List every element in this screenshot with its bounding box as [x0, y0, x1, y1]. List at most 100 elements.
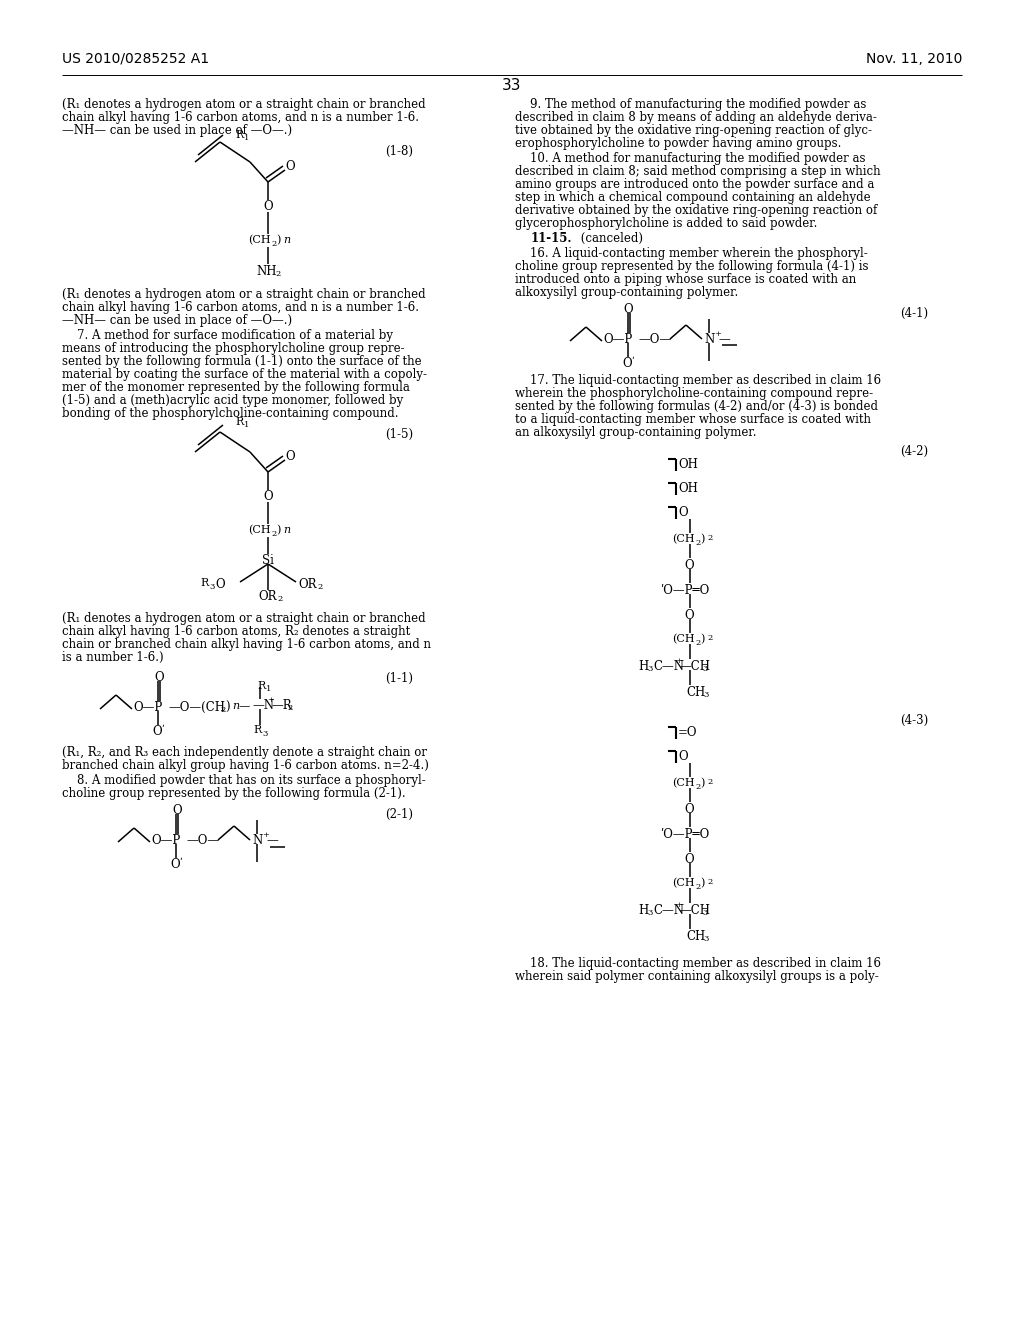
Text: wherein the phosphorylcholine-containing compound repre-: wherein the phosphorylcholine-containing… — [515, 387, 873, 400]
Text: 17. The liquid-contacting member as described in claim 16: 17. The liquid-contacting member as desc… — [515, 374, 881, 387]
Text: 3: 3 — [262, 730, 267, 738]
Text: O: O — [152, 725, 162, 738]
Text: means of introducing the phosphorylcholine group repre-: means of introducing the phosphorylcholi… — [62, 342, 404, 355]
Text: OH: OH — [678, 458, 698, 471]
Text: +: + — [267, 696, 273, 704]
Text: step in which a chemical compound containing an aldehyde: step in which a chemical compound contai… — [515, 191, 870, 205]
Text: 2: 2 — [317, 583, 323, 591]
Text: (R₁ denotes a hydrogen atom or a straight chain or branched: (R₁ denotes a hydrogen atom or a straigh… — [62, 612, 426, 624]
Text: 2: 2 — [695, 783, 700, 791]
Text: O: O — [215, 578, 224, 591]
Text: CH: CH — [686, 686, 706, 700]
Text: O: O — [263, 490, 272, 503]
Text: C—N: C—N — [653, 660, 684, 673]
Text: alkoxysilyl group-containing polymer.: alkoxysilyl group-containing polymer. — [515, 286, 738, 300]
Text: OH: OH — [678, 482, 698, 495]
Text: NH: NH — [256, 265, 276, 279]
Text: Nov. 11, 2010: Nov. 11, 2010 — [865, 51, 962, 66]
Text: 2: 2 — [707, 634, 713, 642]
Text: O—P: O—P — [603, 333, 632, 346]
Text: —NH— can be used in place of —O—.): —NH— can be used in place of —O—.) — [62, 124, 292, 137]
Text: (CH: (CH — [672, 878, 694, 888]
Text: choline group represented by the following formula (4-1) is: choline group represented by the followi… — [515, 260, 868, 273]
Text: (R₁, R₂, and R₃ each independently denote a straight chain or: (R₁, R₂, and R₃ each independently denot… — [62, 746, 427, 759]
Text: Si: Si — [262, 554, 273, 568]
Text: —N: —N — [252, 700, 274, 711]
Text: —: — — [266, 834, 278, 847]
Text: glycerophosphorylcholine is added to said powder.: glycerophosphorylcholine is added to sai… — [515, 216, 817, 230]
Text: O: O — [684, 558, 693, 572]
Text: (CH: (CH — [672, 777, 694, 788]
Text: chain alkyl having 1-6 carbon atoms, R₂ denotes a straight: chain alkyl having 1-6 carbon atoms, R₂ … — [62, 624, 411, 638]
Text: 3: 3 — [647, 665, 652, 673]
Text: OR: OR — [258, 590, 276, 603]
Text: 11-15.: 11-15. — [531, 232, 572, 246]
Text: choline group represented by the following formula (2-1).: choline group represented by the followi… — [62, 787, 406, 800]
Text: 2: 2 — [707, 878, 713, 886]
Text: n—: n— — [232, 701, 250, 711]
Text: —O—(CH: —O—(CH — [168, 701, 225, 714]
Text: ): ) — [700, 535, 705, 544]
Text: (2-1): (2-1) — [385, 808, 413, 821]
Text: 3: 3 — [702, 665, 708, 673]
Text: O: O — [154, 671, 164, 684]
Text: O—P: O—P — [151, 834, 180, 847]
Text: n: n — [283, 525, 290, 535]
Text: (CH: (CH — [672, 535, 694, 544]
Text: (CH: (CH — [248, 525, 270, 536]
Text: chain or branched chain alkyl having 1-6 carbon atoms, and n: chain or branched chain alkyl having 1-6… — [62, 638, 431, 651]
Text: ): ) — [276, 235, 281, 246]
Text: R: R — [253, 725, 261, 735]
Text: 2: 2 — [695, 539, 700, 546]
Text: derivative obtained by the oxidative ring-opening reaction of: derivative obtained by the oxidative rin… — [515, 205, 878, 216]
Text: 3: 3 — [703, 935, 709, 942]
Text: R: R — [234, 417, 244, 426]
Text: O: O — [678, 506, 688, 519]
Text: (R₁ denotes a hydrogen atom or a straight chain or branched: (R₁ denotes a hydrogen atom or a straigh… — [62, 288, 426, 301]
Text: 2: 2 — [695, 883, 700, 891]
Text: 2: 2 — [695, 639, 700, 647]
Text: O: O — [684, 853, 693, 866]
Text: H: H — [638, 660, 648, 673]
Text: ): ) — [700, 777, 705, 788]
Text: 1: 1 — [244, 421, 250, 429]
Text: 1: 1 — [244, 135, 250, 143]
Text: sented by the following formulas (4-2) and/or (4-3) is bonded: sented by the following formulas (4-2) a… — [515, 400, 878, 413]
Text: ʹ: ʹ — [631, 356, 634, 366]
Text: (1-1): (1-1) — [385, 672, 413, 685]
Text: H: H — [638, 904, 648, 917]
Text: O: O — [263, 201, 272, 213]
Text: (1-8): (1-8) — [385, 145, 413, 158]
Text: described in claim 8 by means of adding an aldehyde deriva-: described in claim 8 by means of adding … — [515, 111, 877, 124]
Text: is a number 1-6.): is a number 1-6.) — [62, 651, 164, 664]
Text: ): ) — [225, 701, 229, 714]
Text: (1-5) and a (meth)acrylic acid type monomer, followed by: (1-5) and a (meth)acrylic acid type mono… — [62, 393, 403, 407]
Text: —: — — [718, 333, 730, 346]
Text: N: N — [252, 834, 262, 847]
Text: wherein said polymer containing alkoxysilyl groups is a poly-: wherein said polymer containing alkoxysi… — [515, 970, 879, 983]
Text: 9. The method of manufacturing the modified powder as: 9. The method of manufacturing the modif… — [515, 98, 866, 111]
Text: O: O — [623, 304, 633, 315]
Text: material by coating the surface of the material with a copoly-: material by coating the surface of the m… — [62, 368, 427, 381]
Text: =O: =O — [678, 726, 697, 739]
Text: US 2010/0285252 A1: US 2010/0285252 A1 — [62, 51, 209, 66]
Text: 2: 2 — [271, 240, 276, 248]
Text: 3: 3 — [702, 909, 708, 917]
Text: (canceled): (canceled) — [577, 232, 643, 246]
Text: amino groups are introduced onto the powder surface and a: amino groups are introduced onto the pow… — [515, 178, 874, 191]
Text: 2: 2 — [707, 777, 713, 785]
Text: 33: 33 — [502, 78, 522, 92]
Text: +: + — [714, 330, 721, 338]
Text: 1: 1 — [266, 685, 271, 693]
Text: +: + — [675, 657, 682, 665]
Text: R: R — [257, 681, 265, 690]
Text: O: O — [622, 356, 632, 370]
Text: 7. A method for surface modification of a material by: 7. A method for surface modification of … — [62, 329, 393, 342]
Text: ʹ: ʹ — [161, 725, 164, 734]
Text: O—P: O—P — [133, 701, 162, 714]
Text: 2: 2 — [220, 706, 225, 714]
Text: erophosphorylcholine to powder having amino groups.: erophosphorylcholine to powder having am… — [515, 137, 842, 150]
Text: N: N — [705, 333, 715, 346]
Text: 2: 2 — [271, 531, 276, 539]
Text: 2: 2 — [707, 535, 713, 543]
